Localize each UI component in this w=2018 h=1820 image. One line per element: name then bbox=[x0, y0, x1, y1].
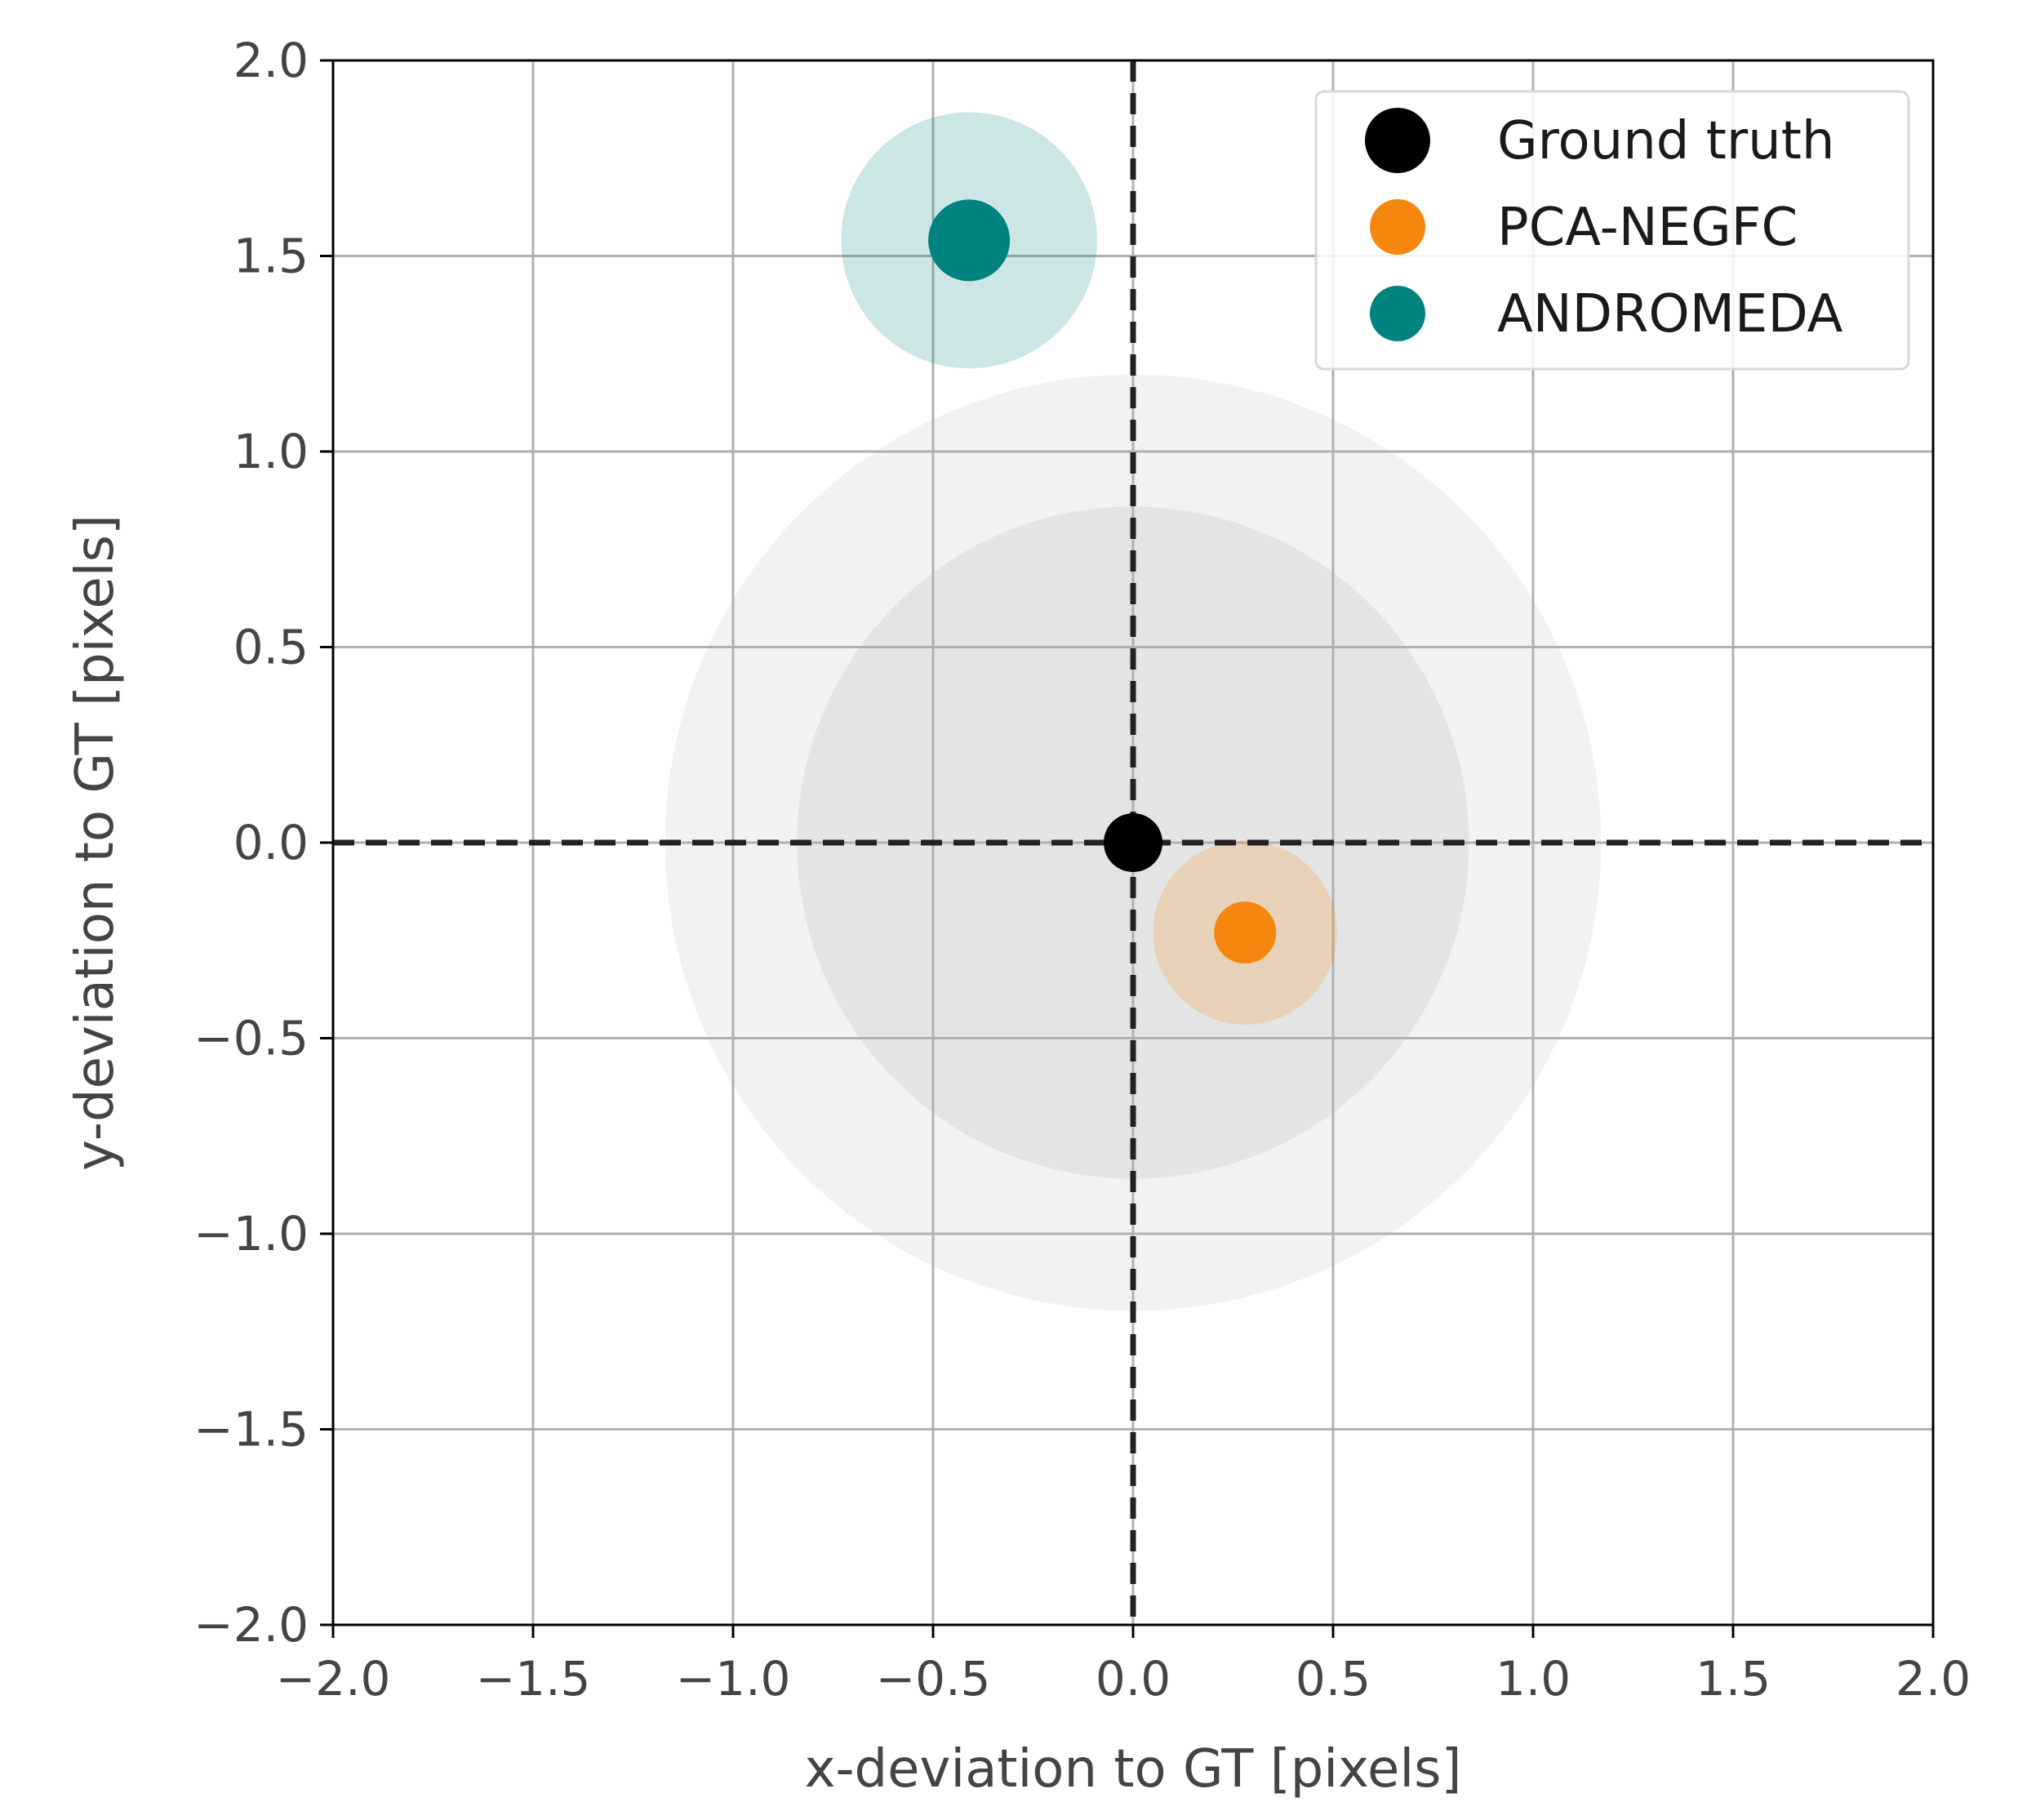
x-tick-label: −1.0 bbox=[676, 1651, 791, 1707]
legend-marker-0 bbox=[1365, 108, 1430, 173]
legend-label-2: ANDROMEDA bbox=[1497, 284, 1843, 345]
y-tick-label: −0.5 bbox=[193, 1011, 309, 1066]
data-points bbox=[928, 199, 1277, 964]
y-tick-label: 0.0 bbox=[233, 815, 309, 870]
x-axis-ticks: −2.0 −1.5 −1.0 −0.5 0.0 0.5 1.0 1.5 2.0 bbox=[276, 1625, 1971, 1707]
point-ground-truth bbox=[1104, 813, 1162, 872]
x-axis-title: x-deviation to GT [pixels] bbox=[805, 1739, 1462, 1800]
x-tick-label: 0.5 bbox=[1296, 1651, 1371, 1707]
y-tick-label: 1.0 bbox=[233, 424, 309, 479]
y-tick-label: −1.0 bbox=[193, 1206, 309, 1262]
y-axis-title: y-deviation to GT [pixels] bbox=[65, 514, 126, 1171]
y-tick-label: −1.5 bbox=[193, 1402, 309, 1457]
x-tick-label: 2.0 bbox=[1896, 1651, 1971, 1707]
x-tick-label: 0.0 bbox=[1096, 1651, 1171, 1707]
point-andromeda bbox=[928, 199, 1011, 282]
x-tick-label: −0.5 bbox=[876, 1651, 991, 1707]
y-tick-label: 0.5 bbox=[233, 620, 309, 675]
x-tick-label: −1.5 bbox=[476, 1651, 591, 1707]
legend-marker-1 bbox=[1370, 199, 1425, 255]
y-tick-label: 1.5 bbox=[233, 229, 309, 284]
y-tick-label: −2.0 bbox=[193, 1597, 309, 1653]
x-tick-label: 1.0 bbox=[1496, 1651, 1571, 1707]
legend-marker-2 bbox=[1370, 286, 1425, 341]
legend-box bbox=[1314, 90, 1910, 371]
x-tick-label: −2.0 bbox=[276, 1651, 391, 1707]
point-pca-negfc bbox=[1214, 901, 1277, 964]
legend: Ground truth PCA-NEGFC ANDROMEDA bbox=[1314, 90, 1910, 371]
y-tick-label: 2.0 bbox=[233, 33, 309, 88]
y-axis-ticks: −2.0 −1.5 −1.0 −0.5 0.0 0.5 1.0 1.5 2.0 bbox=[193, 33, 333, 1653]
x-tick-label: 1.5 bbox=[1696, 1651, 1771, 1707]
legend-label-0: Ground truth bbox=[1497, 111, 1834, 171]
legend-label-1: PCA-NEGFC bbox=[1497, 198, 1798, 258]
